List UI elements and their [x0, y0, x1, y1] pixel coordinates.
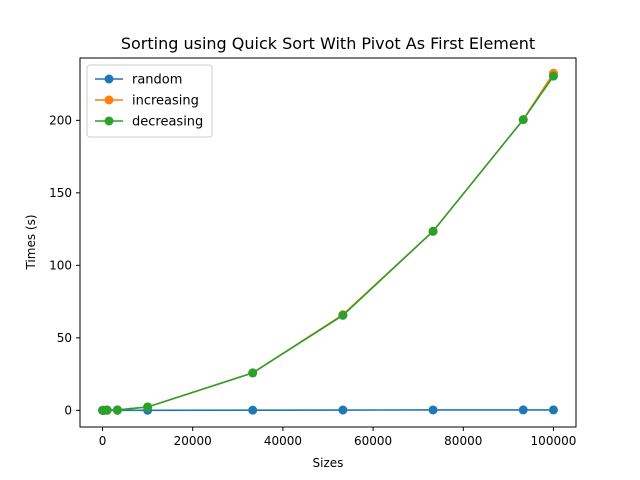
- legend-label: increasing: [132, 94, 199, 109]
- x-tick-label: 60000: [354, 434, 392, 448]
- legend-label: decreasing: [132, 115, 203, 130]
- y-axis-ticks: 0 50 100 150 200: [49, 113, 80, 417]
- data-point: [548, 71, 558, 81]
- data-point: [518, 405, 528, 415]
- y-axis-label: Times (s): [24, 214, 38, 270]
- y-tick-label: 0: [64, 403, 72, 417]
- y-tick-label: 200: [49, 113, 72, 127]
- series-decreasing: [98, 71, 558, 415]
- y-tick-label: 50: [57, 331, 72, 345]
- y-tick-label: 100: [49, 258, 72, 272]
- legend-item-increasing: increasing: [95, 94, 199, 109]
- data-point: [518, 115, 528, 125]
- x-tick-label: 80000: [444, 434, 482, 448]
- legend-marker: [104, 95, 114, 105]
- data-point: [143, 402, 153, 412]
- legend-label: random: [132, 73, 182, 88]
- x-tick-label: 20000: [174, 434, 212, 448]
- data-point: [428, 405, 438, 415]
- x-tick-label: 100000: [531, 434, 577, 448]
- data-point: [338, 310, 348, 320]
- x-axis-ticks: 0 20000 40000 60000 80000 100000: [99, 427, 577, 448]
- data-point: [248, 405, 258, 415]
- x-tick-label: 0: [99, 434, 107, 448]
- data-point: [338, 405, 348, 415]
- x-tick-label: 40000: [264, 434, 302, 448]
- legend-item-random: random: [95, 73, 182, 88]
- series-layer: [98, 68, 558, 415]
- legend-item-decreasing: decreasing: [95, 115, 203, 130]
- plot-frame: [79, 57, 577, 428]
- data-point: [548, 405, 558, 415]
- legend: random increasing decreasing: [86, 64, 213, 138]
- y-tick-label: 150: [49, 186, 72, 200]
- legend-box: [86, 64, 213, 138]
- legend-marker: [104, 74, 114, 84]
- x-axis-label: Sizes: [313, 456, 344, 470]
- data-point: [112, 405, 122, 415]
- data-point: [248, 368, 258, 378]
- data-point: [102, 405, 112, 415]
- chart-title: Sorting using Quick Sort With Pivot As F…: [121, 34, 535, 53]
- legend-marker: [104, 116, 114, 126]
- data-point: [428, 226, 438, 236]
